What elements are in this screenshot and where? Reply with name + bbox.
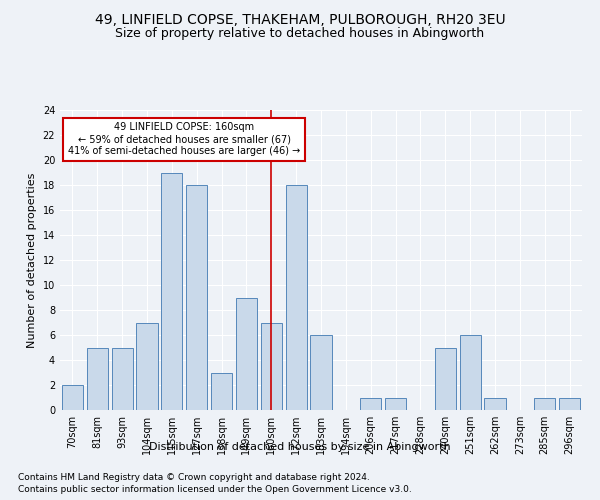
Bar xyxy=(136,322,158,410)
Text: 49, LINFIELD COPSE, THAKEHAM, PULBOROUGH, RH20 3EU: 49, LINFIELD COPSE, THAKEHAM, PULBOROUGH… xyxy=(95,12,505,26)
Bar xyxy=(261,322,282,410)
Bar xyxy=(559,398,580,410)
Bar xyxy=(112,348,133,410)
Bar xyxy=(286,185,307,410)
Text: Contains HM Land Registry data © Crown copyright and database right 2024.: Contains HM Land Registry data © Crown c… xyxy=(18,472,370,482)
Bar xyxy=(310,335,332,410)
Bar xyxy=(435,348,456,410)
Bar xyxy=(186,185,207,410)
Bar xyxy=(534,398,555,410)
Y-axis label: Number of detached properties: Number of detached properties xyxy=(27,172,37,348)
Text: 49 LINFIELD COPSE: 160sqm
← 59% of detached houses are smaller (67)
41% of semi-: 49 LINFIELD COPSE: 160sqm ← 59% of detac… xyxy=(68,122,301,156)
Bar xyxy=(484,398,506,410)
Text: Contains public sector information licensed under the Open Government Licence v3: Contains public sector information licen… xyxy=(18,485,412,494)
Bar xyxy=(161,172,182,410)
Bar xyxy=(460,335,481,410)
Bar xyxy=(62,385,83,410)
Bar xyxy=(236,298,257,410)
Bar xyxy=(385,398,406,410)
Bar xyxy=(211,372,232,410)
Text: Distribution of detached houses by size in Abingworth: Distribution of detached houses by size … xyxy=(149,442,451,452)
Bar xyxy=(360,398,381,410)
Text: Size of property relative to detached houses in Abingworth: Size of property relative to detached ho… xyxy=(115,28,485,40)
Bar xyxy=(87,348,108,410)
